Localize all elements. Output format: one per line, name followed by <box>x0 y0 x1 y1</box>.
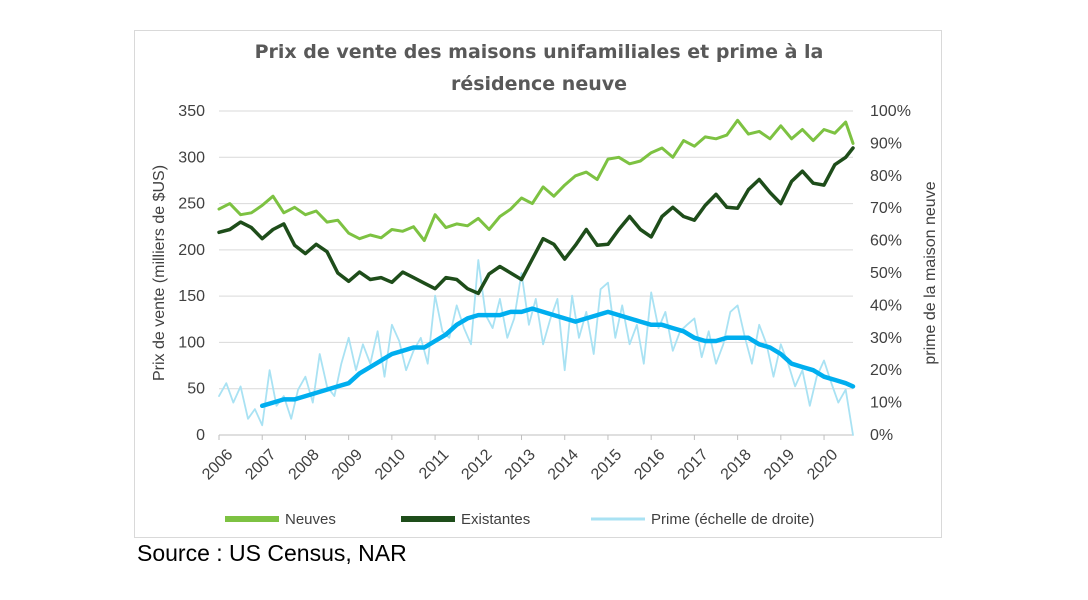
y-right-tick-label: 60% <box>870 233 902 250</box>
legend-label: Existantes <box>461 511 530 528</box>
legend: Neuves Existantes Prime (échelle de droite… <box>225 511 814 528</box>
series-line-prime-moving-average <box>259 306 856 409</box>
legend-label: Neuves <box>285 511 336 528</box>
y-left-tick-label: 200 <box>178 242 205 259</box>
y-axis-left-label: Prix de vente (milliers de $US) <box>151 165 168 381</box>
y-axis-right-ticks: 0% 10% 20% 30% 40% 50% 60% 70% 80% 90% 100% <box>870 103 911 444</box>
source-note: Source : US Census, NAR <box>137 540 407 566</box>
x-tick-label: 2013 <box>502 446 539 483</box>
y-right-tick-label: 20% <box>870 362 902 379</box>
y-right-tick-label: 70% <box>870 200 902 217</box>
chart-title-line-2: résidence neuve <box>451 73 627 95</box>
y-right-tick-label: 0% <box>870 427 893 444</box>
chart-frame <box>134 30 942 538</box>
grid-lines <box>219 110 853 436</box>
y-right-tick-label: 40% <box>870 297 902 314</box>
y-axis-right-label: prime de la maison neuve <box>922 181 939 364</box>
legend-label: Prime (échelle de droite) <box>651 511 814 528</box>
x-tick-label: 2017 <box>675 446 712 483</box>
y-right-tick-label: 80% <box>870 168 902 185</box>
y-right-tick-label: 100% <box>870 103 911 120</box>
x-tick-label: 2009 <box>329 446 366 483</box>
y-axis-left-ticks: 0 50 100 150 200 250 300 350 <box>178 103 205 444</box>
y-left-tick-label: 350 <box>178 103 205 120</box>
y-left-tick-label: 250 <box>178 196 205 213</box>
series-group <box>217 118 856 436</box>
y-left-tick-label: 150 <box>178 288 205 305</box>
y-right-tick-label: 50% <box>870 265 902 282</box>
series-line-prime-chelle-de-droite <box>218 259 854 436</box>
series-line-existantes <box>217 146 855 296</box>
x-tick-label: 2014 <box>545 446 582 483</box>
x-tick-label: 2020 <box>804 446 841 483</box>
y-right-tick-label: 90% <box>870 135 902 152</box>
x-tick-label: 2015 <box>588 446 625 483</box>
y-left-tick-label: 300 <box>178 149 205 166</box>
chart-title-line-1: Prix de vente des maisons unifamiliales … <box>255 41 824 63</box>
y-left-tick-label: 50 <box>187 381 205 398</box>
y-right-tick-label: 10% <box>870 395 902 412</box>
x-tick-label: 2008 <box>286 446 323 483</box>
y-left-tick-label: 0 <box>196 427 205 444</box>
x-tick-label: 2006 <box>199 446 236 483</box>
series-line-neuves <box>217 118 855 243</box>
x-axis-ticks: 2006 2007 2008 2009 2010 2011 2012 2013 2014 2015… <box>199 434 853 483</box>
x-tick-label: 2018 <box>718 446 755 483</box>
x-tick-label: 2019 <box>761 446 798 483</box>
x-tick-label: 2010 <box>372 446 409 483</box>
x-tick-label: 2012 <box>458 446 495 483</box>
x-tick-label: 2007 <box>242 446 279 483</box>
y-left-tick-label: 100 <box>178 334 205 351</box>
x-tick-label: 2016 <box>631 446 668 483</box>
y-right-tick-label: 30% <box>870 330 902 347</box>
x-tick-label: 2011 <box>416 446 452 482</box>
